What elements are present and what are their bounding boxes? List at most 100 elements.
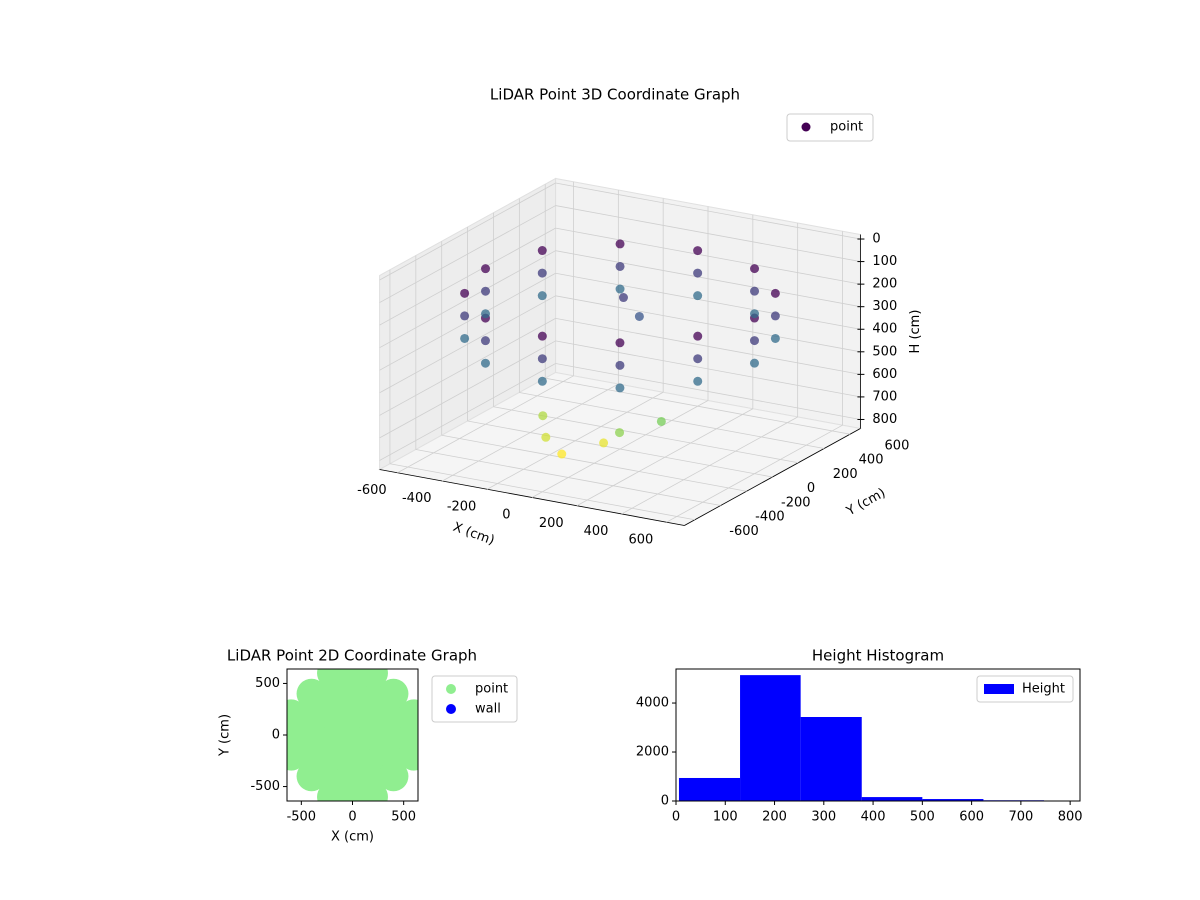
point: [460, 288, 470, 298]
y-tick-label: 200: [833, 467, 858, 482]
x-tick-label: 200: [762, 810, 787, 825]
point: [615, 428, 625, 438]
point: [357, 669, 388, 689]
plot-area: [287, 669, 418, 801]
z-tick-label: 500: [872, 344, 897, 359]
point: [481, 286, 491, 296]
x-tick-label: 0: [502, 508, 510, 523]
point: [537, 354, 547, 364]
grid-line: [379, 205, 556, 303]
y-tick-label: 600: [885, 438, 910, 453]
x-tick-label: 200: [539, 516, 564, 531]
grid-line: [379, 227, 556, 326]
x-tick-label: 400: [584, 524, 609, 539]
point: [398, 699, 418, 730]
y-tick-label: 0: [272, 728, 280, 743]
grid-line: [555, 205, 861, 262]
grid-line: [467, 420, 773, 478]
grid-line: [379, 272, 556, 371]
point: [481, 309, 491, 319]
point: [693, 268, 703, 278]
point: [537, 291, 547, 301]
legend-label: point: [830, 120, 863, 135]
x-tick-label: 300: [811, 810, 836, 825]
point: [537, 376, 547, 386]
grid-line: [379, 340, 556, 439]
point: [749, 336, 759, 346]
x-tick-label: 700: [1008, 810, 1033, 825]
point: [749, 358, 759, 368]
bar: [800, 717, 862, 801]
z-axis-label: H (cm): [908, 310, 923, 354]
point: [378, 678, 409, 709]
point: [750, 264, 760, 274]
point: [750, 286, 760, 296]
point: [599, 438, 609, 448]
point: [770, 311, 780, 321]
y-tick-label: 2000: [636, 745, 669, 760]
point: [693, 291, 703, 301]
point: [615, 383, 625, 393]
y-tick-label: -500: [250, 779, 280, 794]
x-tick-label: -600: [357, 483, 387, 498]
bar: [861, 797, 923, 801]
legend-label: point: [475, 682, 508, 697]
point: [615, 284, 625, 294]
grid-line: [389, 463, 695, 521]
point: [480, 358, 490, 368]
point: [615, 261, 625, 271]
legend-marker: [446, 684, 456, 694]
z-tick-label: 600: [872, 367, 897, 382]
point: [693, 354, 703, 364]
x-tick-label: -200: [447, 499, 477, 514]
z-tick-label: 300: [872, 299, 897, 314]
chart-title: LiDAR Point 3D Coordinate Graph: [490, 86, 740, 104]
grid-line: [379, 182, 556, 281]
chart-title: Height Histogram: [812, 647, 944, 665]
x-axis-label: X (cm): [331, 830, 374, 845]
grid-line: [379, 295, 556, 394]
x-tick-label: 600: [628, 532, 653, 547]
x-tick-label: 800: [1058, 810, 1083, 825]
grid-line: [545, 377, 851, 435]
x-tick-label: 0: [348, 810, 356, 825]
grid-line: [519, 392, 825, 449]
point: [693, 376, 703, 386]
grid-line: [379, 250, 556, 349]
grid-line: [555, 272, 861, 330]
axes-frame: [675, 668, 1081, 802]
legend-box: [976, 675, 1074, 703]
grid-line: [555, 250, 861, 308]
z-tick-label: 100: [872, 254, 897, 269]
chart-title: LiDAR Point 2D Coordinate Graph: [227, 647, 477, 665]
legend-marker: [801, 122, 811, 132]
point: [750, 309, 760, 319]
y-axis-label: Y (cm): [218, 714, 233, 757]
z-tick-label: 200: [872, 277, 897, 292]
bar: [678, 777, 741, 801]
grid-line: [555, 295, 861, 353]
y-tick-label: -600: [729, 524, 759, 539]
grid-line: [555, 363, 861, 420]
y-tick-label: 0: [661, 794, 669, 809]
point: [537, 268, 547, 278]
x-tick-label: 500: [391, 810, 416, 825]
point: [481, 264, 491, 274]
point: [634, 311, 644, 321]
grid-line: [555, 227, 861, 285]
point: [460, 311, 470, 321]
grid-line: [441, 434, 747, 492]
point: [538, 411, 548, 421]
z-tick-label: 400: [872, 322, 897, 337]
bar: [740, 675, 801, 801]
point: [615, 239, 625, 249]
z-tick-label: 800: [872, 412, 897, 427]
x-tick-label: 600: [959, 810, 984, 825]
point: [537, 246, 547, 256]
x-tick-label: -400: [402, 491, 432, 506]
point: [615, 338, 625, 348]
point: [618, 293, 628, 303]
z-tick-label: 0: [872, 232, 880, 247]
point: [693, 246, 703, 256]
